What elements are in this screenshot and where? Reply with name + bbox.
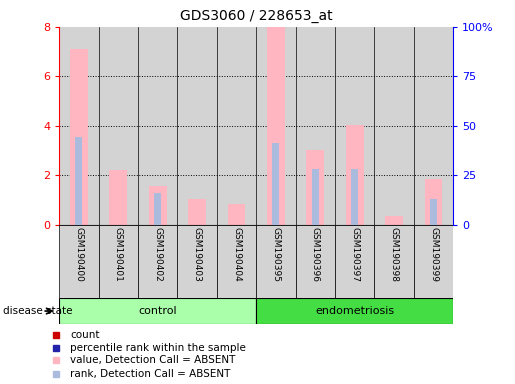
Bar	[75, 137, 82, 225]
Text: GSM190403: GSM190403	[193, 227, 201, 282]
Bar	[98, 27, 138, 225]
Bar	[374, 225, 414, 298]
Bar	[335, 27, 374, 225]
Bar	[267, 27, 285, 225]
Bar	[228, 204, 245, 225]
Text: GSM190397: GSM190397	[350, 227, 359, 282]
Bar	[177, 27, 217, 225]
Bar	[346, 124, 364, 225]
Bar	[138, 27, 177, 225]
Bar	[217, 27, 256, 225]
Bar	[306, 151, 324, 225]
Bar	[138, 225, 177, 298]
Text: control: control	[139, 306, 177, 316]
Bar	[256, 225, 296, 298]
Bar	[312, 169, 319, 225]
Bar	[374, 27, 414, 225]
Bar	[59, 298, 256, 324]
Bar	[217, 225, 256, 298]
Title: GDS3060 / 228653_at: GDS3060 / 228653_at	[180, 9, 333, 23]
Bar	[351, 169, 358, 225]
Bar	[154, 192, 161, 225]
Text: GSM190396: GSM190396	[311, 227, 320, 282]
Bar	[99, 225, 138, 298]
Bar	[425, 179, 442, 225]
Bar	[430, 199, 437, 225]
Bar	[70, 49, 88, 225]
Bar	[256, 27, 296, 225]
Text: GSM190398: GSM190398	[390, 227, 399, 282]
Text: value, Detection Call = ABSENT: value, Detection Call = ABSENT	[70, 356, 235, 366]
Bar	[149, 186, 166, 225]
Text: GSM190404: GSM190404	[232, 227, 241, 281]
Text: GSM190402: GSM190402	[153, 227, 162, 281]
Text: GSM190395: GSM190395	[271, 227, 280, 282]
Bar	[256, 298, 453, 324]
Bar	[296, 27, 335, 225]
Bar	[59, 225, 99, 298]
Text: GSM190399: GSM190399	[429, 227, 438, 282]
Bar	[188, 199, 206, 225]
Bar	[414, 225, 453, 298]
Text: count: count	[70, 329, 99, 339]
Text: GSM190400: GSM190400	[75, 227, 83, 282]
Bar	[414, 27, 453, 225]
Text: disease state: disease state	[3, 306, 72, 316]
Bar	[296, 225, 335, 298]
Text: endometriosis: endometriosis	[315, 306, 394, 316]
Bar	[335, 225, 374, 298]
Bar	[385, 216, 403, 225]
Bar	[177, 225, 217, 298]
Text: rank, Detection Call = ABSENT: rank, Detection Call = ABSENT	[70, 369, 230, 379]
Text: percentile rank within the sample: percentile rank within the sample	[70, 343, 246, 353]
Bar	[110, 170, 127, 225]
Text: GSM190401: GSM190401	[114, 227, 123, 282]
Bar	[59, 27, 98, 225]
Bar	[272, 143, 280, 225]
